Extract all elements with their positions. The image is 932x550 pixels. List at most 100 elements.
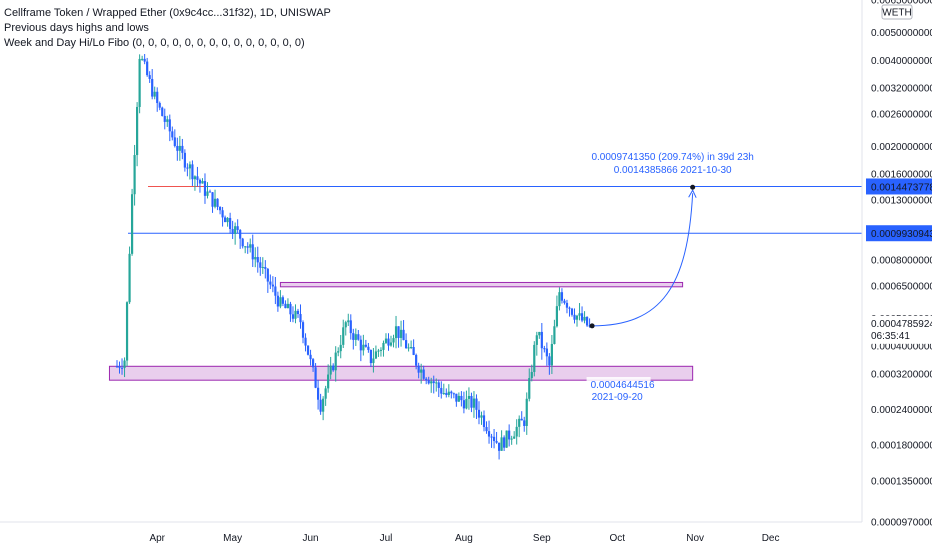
candle-body — [284, 303, 287, 309]
chart-legend: Cellframe Token / Wrapped Ether (0x9c4cc… — [4, 6, 331, 51]
candle-body — [362, 344, 365, 351]
candle-body — [201, 181, 204, 184]
candle-body — [402, 329, 405, 341]
candle-body — [337, 351, 340, 353]
candle-body — [141, 58, 144, 60]
candle-body — [354, 334, 357, 340]
candle-body — [249, 244, 252, 248]
candle-body — [445, 393, 448, 395]
candle-body — [259, 262, 262, 268]
candle-body — [186, 167, 189, 169]
candle-body — [588, 325, 591, 327]
y-tick-label: 0.0001350000 — [871, 476, 932, 487]
candle-body — [322, 398, 325, 412]
marker-value-label: 0.0004644516 — [591, 380, 655, 391]
candle-body — [158, 103, 161, 108]
candle-body — [311, 359, 315, 368]
candle-body — [490, 436, 493, 438]
indicator-previous-days[interactable]: Previous days highs and lows — [4, 22, 149, 34]
candle-body — [229, 217, 232, 230]
candle-body — [410, 346, 413, 348]
candle-body — [234, 226, 237, 234]
candle-body — [367, 346, 370, 350]
candle-body — [450, 391, 453, 394]
candle-body — [432, 381, 435, 384]
candle-body — [334, 352, 337, 371]
candle-body — [115, 366, 119, 368]
candle-body — [133, 155, 136, 195]
price-badges-layer: 0.0014473778 0.0009930943 0.000478592406:3… — [866, 178, 932, 344]
zone-rect — [108, 365, 694, 381]
candle-body — [530, 371, 533, 379]
candle-body — [289, 303, 292, 315]
candle-body — [118, 366, 121, 368]
candle-body — [301, 322, 305, 338]
candle-body — [550, 343, 553, 366]
candle-body — [146, 61, 149, 76]
x-tick-label: Jun — [302, 533, 318, 544]
candle-body — [460, 395, 463, 401]
candle-body — [332, 365, 335, 371]
candle-body — [324, 388, 327, 399]
candle-body — [216, 198, 219, 207]
candle-body — [404, 340, 408, 349]
y-tick-label: 0.0001800000 — [871, 441, 932, 452]
y-tick-label: 0.0006500000 — [871, 281, 932, 292]
candle-body — [578, 313, 581, 316]
candle-body — [221, 210, 224, 218]
zones-layer — [108, 281, 694, 381]
candle-body — [543, 348, 546, 350]
candle-body — [151, 78, 154, 97]
candle-body — [525, 398, 528, 426]
marker-date-label: 2021-09-20 — [592, 392, 644, 403]
candle-body — [447, 391, 450, 395]
candle-body — [568, 307, 571, 309]
candle-body — [317, 387, 320, 400]
candle-body — [231, 229, 234, 234]
y-tick-label: 0.0050000000 — [871, 28, 932, 39]
candle-body — [508, 430, 511, 440]
currency-badge — [881, 4, 913, 20]
candle-body — [314, 367, 317, 388]
y-tick-label: 0.0016000000 — [871, 170, 932, 181]
x-tick-label: Oct — [609, 533, 625, 544]
candle-body — [193, 176, 197, 180]
candle-body — [357, 334, 360, 340]
candle-body — [495, 441, 498, 443]
candle-body — [163, 115, 166, 122]
candle-body — [176, 145, 179, 151]
candle-body — [251, 244, 254, 260]
candle-body — [327, 374, 330, 389]
candle-body — [558, 292, 561, 307]
candle-body — [203, 181, 207, 196]
candle-body — [161, 107, 164, 116]
candle-body — [254, 257, 257, 260]
y-tick-label: 0.0020000000 — [871, 142, 932, 153]
candle-body — [580, 313, 584, 321]
indicator-fibo[interactable]: Week and Day Hi/Lo Fibo (0, 0, 0, 0, 0, … — [4, 37, 305, 49]
y-tick-label: 0.0026000000 — [871, 109, 932, 120]
projection-start-point — [589, 323, 595, 329]
candle-body — [294, 310, 297, 319]
candle-body — [296, 310, 300, 315]
projection-target-label: 0.0014385866 2021-10-30 — [614, 165, 732, 176]
candle-body — [430, 381, 433, 384]
candle-body — [422, 369, 425, 379]
candle-body — [465, 398, 468, 409]
candle-body — [304, 337, 307, 346]
candle-body — [560, 292, 564, 301]
candle-body — [279, 297, 282, 307]
candle-body — [480, 415, 483, 418]
candle-body — [452, 393, 455, 395]
y-axis: 0.0065000000 0.0050000000 0.0040000000 0.00… — [861, 0, 932, 529]
candle-body — [437, 382, 440, 388]
candle-body — [415, 354, 418, 366]
candle-body — [344, 322, 347, 328]
price-badge — [866, 225, 932, 242]
candle-body — [467, 395, 471, 399]
candle-body — [211, 192, 214, 207]
chart-title: Cellframe Token / Wrapped Ether (0x9c4cc… — [4, 7, 331, 19]
x-tick-label: Sep — [533, 533, 551, 544]
